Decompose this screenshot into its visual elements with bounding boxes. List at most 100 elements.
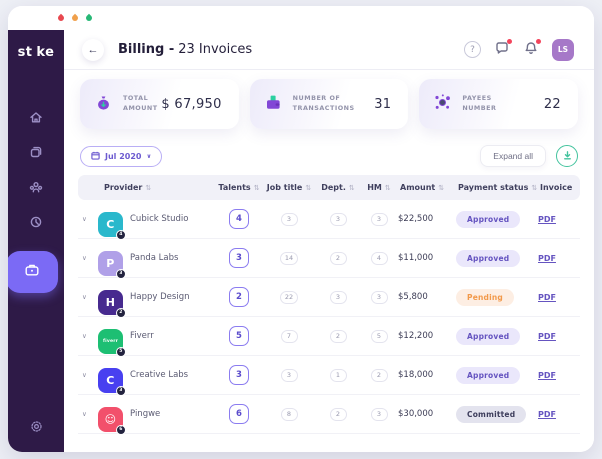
sidebar-item-home[interactable] — [8, 111, 64, 127]
sort-icon[interactable]: ⇅ — [145, 183, 152, 192]
chevron-down-icon[interactable]: ∨ — [82, 332, 87, 340]
money-bag-icon — [93, 92, 114, 117]
provider-logo: C 3 — [98, 367, 126, 396]
talents-count-badge[interactable]: 3 — [229, 248, 249, 268]
invoice-pdf-link[interactable]: PDF — [538, 409, 556, 419]
amount-value: $12,200 — [398, 331, 434, 341]
table-row[interactable]: ∨ H 2 Happy Design 2 22 3 3 $5,800 Pendi… — [78, 278, 580, 318]
stat-card-payees: PAYEES NUMBER 22 — [419, 79, 579, 129]
column-label: Job title — [266, 183, 303, 192]
invoice-pdf-link[interactable]: PDF — [538, 214, 556, 224]
invoice-pdf-link[interactable]: PDF — [538, 253, 556, 263]
column-header-job-title[interactable]: Job title ⇅ — [262, 183, 316, 192]
stat-value: 22 — [543, 96, 562, 112]
table-row[interactable]: ∨ P 3 Panda Labs 3 14 2 4 $11,000 Approv… — [78, 239, 580, 279]
sidebar-item-projects[interactable] — [8, 146, 64, 162]
back-button[interactable]: ← — [82, 38, 104, 61]
provider-logo-count-badge: 3 — [116, 268, 126, 279]
sidebar-item-team[interactable] — [8, 181, 64, 197]
sort-icon[interactable]: ⇅ — [384, 183, 391, 192]
column-header-amount[interactable]: Amount ⇅ — [398, 183, 456, 192]
messages-button[interactable] — [494, 38, 512, 60]
chat-icon — [494, 40, 510, 60]
column-header-provider[interactable]: Provider ⇅ — [78, 183, 216, 192]
page-title: Billing -23 Invoices — [118, 42, 252, 57]
sort-icon[interactable]: ⇅ — [348, 183, 355, 192]
stat-cards: TOTAL AMOUNT $ 67,950 NUMBER OF TRANSACTIO… — [64, 70, 594, 135]
table-header-row: Provider ⇅ Talents ⇅ Job title ⇅ Dept. ⇅ HM ⇅ Amou… — [78, 175, 580, 200]
hm-count-badge: 3 — [370, 290, 388, 304]
invoices-table: Provider ⇅ Talents ⇅ Job title ⇅ Dept. ⇅ HM ⇅ Amou… — [78, 175, 580, 435]
invoice-pdf-link[interactable]: PDF — [538, 331, 556, 341]
sidebar-item-settings[interactable] — [29, 419, 44, 438]
talents-count-badge[interactable]: 5 — [229, 326, 249, 346]
sort-icon[interactable]: ⇅ — [253, 183, 260, 192]
avatar[interactable]: LS — [552, 38, 574, 61]
provider-logo-count-badge: 4 — [116, 229, 126, 240]
provider-name: Creative Labs — [130, 370, 189, 380]
column-header-dept-[interactable]: Dept. ⇅ — [316, 183, 360, 192]
download-icon — [562, 149, 573, 164]
column-label: Talents — [218, 183, 251, 192]
talents-count-badge[interactable]: 6 — [229, 404, 249, 424]
talents-count-badge[interactable]: 4 — [229, 209, 249, 229]
sort-icon[interactable]: ⇅ — [531, 183, 538, 192]
sidebar-item-history[interactable] — [8, 216, 64, 232]
sort-icon[interactable]: ⇅ — [305, 183, 312, 192]
column-header-payment-status[interactable]: Payment status ⇅ — [456, 183, 538, 192]
table-row[interactable]: ∨ ☺ 6 Pingwe 6 8 2 3 $30,000 Committed P… — [78, 395, 580, 435]
column-label: Invoice — [540, 183, 573, 192]
provider-logo-count-badge: 6 — [116, 424, 126, 435]
column-header-talents[interactable]: Talents ⇅ — [216, 183, 262, 192]
network-icon — [432, 92, 453, 117]
window-close-icon[interactable] — [56, 13, 66, 23]
dept-count-badge: 3 — [329, 212, 347, 226]
payment-status-badge: Approved — [456, 366, 521, 384]
column-label: Payment status — [458, 183, 529, 192]
calendar-icon — [91, 151, 100, 162]
job-title-count-badge: 14 — [279, 251, 299, 265]
stat-value: $ 67,950 — [161, 96, 222, 112]
question-icon: ? — [470, 44, 475, 55]
month-filter-chip[interactable]: Jul 2020 ∨ — [80, 145, 163, 167]
window-maximize-icon[interactable] — [84, 13, 94, 23]
table-row[interactable]: ∨ C 4 Cubick Studio 4 3 3 3 $22,500 Appr… — [78, 200, 580, 240]
provider-logo-letter: H — [105, 295, 116, 309]
column-label: HM — [367, 183, 382, 192]
chevron-down-icon[interactable]: ∨ — [82, 410, 87, 418]
chevron-down-icon[interactable]: ∨ — [82, 215, 87, 223]
provider-name: Pingwe — [130, 409, 161, 419]
dept-count-badge: 2 — [329, 329, 347, 343]
chevron-down-icon[interactable]: ∨ — [82, 293, 87, 301]
expand-all-button[interactable]: Expand all — [480, 145, 546, 167]
sidebar-nav — [8, 111, 64, 293]
provider-logo-count-badge: 5 — [116, 346, 126, 357]
notifications-button[interactable] — [523, 38, 541, 60]
window-minimize-icon[interactable] — [70, 13, 80, 23]
sort-icon[interactable]: ⇅ — [438, 183, 445, 192]
dept-count-badge: 2 — [329, 251, 347, 265]
chevron-down-icon[interactable]: ∨ — [82, 371, 87, 379]
chevron-down-icon[interactable]: ∨ — [82, 254, 87, 262]
column-header-hm[interactable]: HM ⇅ — [360, 183, 398, 192]
sidebar-item-billing[interactable] — [8, 251, 58, 293]
provider-name: Cubick Studio — [130, 214, 189, 224]
talents-count-badge[interactable]: 3 — [229, 365, 249, 385]
help-button[interactable]: ? — [464, 41, 481, 58]
stat-label: NUMBER OF TRANSACTIONS — [292, 94, 355, 112]
download-button[interactable] — [556, 145, 578, 167]
talents-count-badge[interactable]: 2 — [229, 287, 249, 307]
table-row[interactable]: ∨ fiverr 5 Fiverr 5 7 2 5 $12,200 Approv… — [78, 317, 580, 357]
job-title-count-badge: 7 — [280, 329, 298, 343]
invoice-pdf-link[interactable]: PDF — [538, 370, 556, 380]
provider-logo: P 3 — [98, 250, 126, 279]
invoice-pdf-link[interactable]: PDF — [538, 292, 556, 302]
amount-value: $5,800 — [398, 292, 428, 302]
stat-label: PAYEES NUMBER — [462, 94, 497, 112]
job-title-count-badge: 8 — [280, 407, 298, 421]
provider-logo: ☺ 6 — [98, 406, 126, 435]
window-titlebar — [8, 6, 594, 30]
table-row[interactable]: ∨ C 3 Creative Labs 3 3 1 2 $18,000 Appr… — [78, 356, 580, 396]
hm-count-badge: 3 — [370, 407, 388, 421]
provider-logo-letter: P — [106, 256, 115, 270]
